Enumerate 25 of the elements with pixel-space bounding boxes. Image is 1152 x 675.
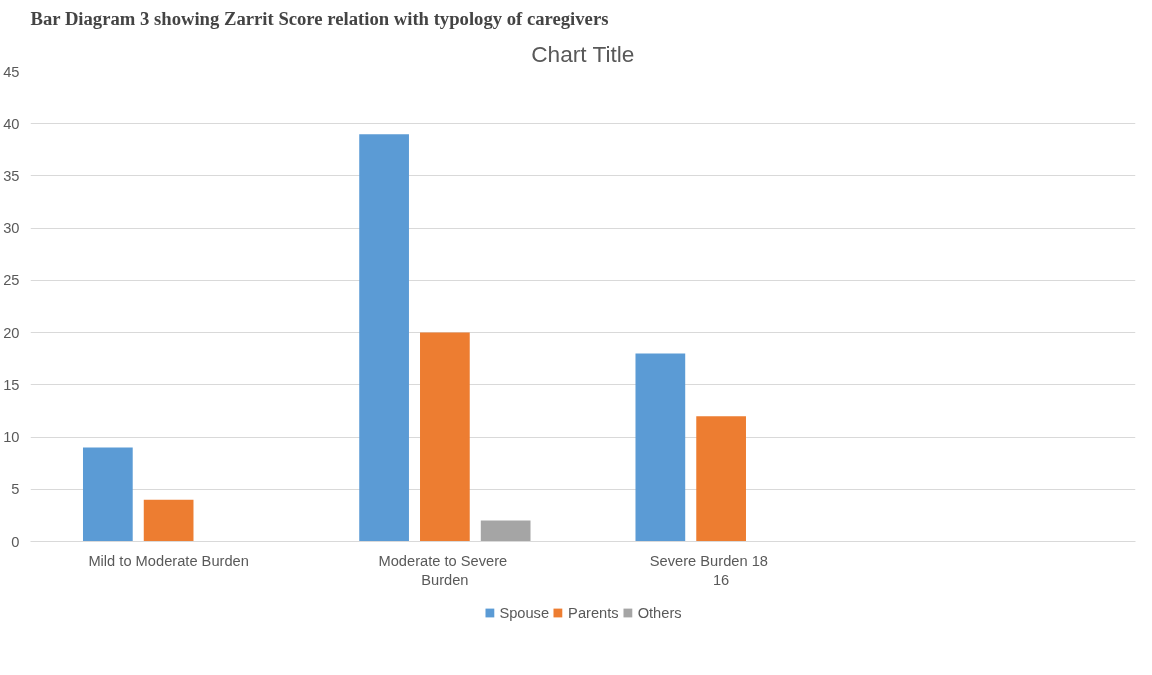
bar	[635, 353, 686, 542]
y-tick-label: 25	[3, 272, 20, 289]
y-tick-label: 30	[3, 220, 20, 237]
y-tick-label: 45	[3, 63, 20, 80]
bar	[359, 134, 409, 542]
legend-label: Parents	[568, 604, 619, 621]
chart-title: Chart Title	[531, 40, 635, 67]
x-tick-label: Severe Burden 18 16	[649, 552, 768, 588]
bar	[82, 447, 133, 542]
bar	[143, 499, 194, 542]
y-tick-label: 15	[3, 376, 20, 393]
y-tick-label: 35	[3, 167, 20, 184]
y-tick-label: 20	[3, 324, 20, 341]
text: Bar Diagram 3 showing Zarrit Score relation with typology of caregivers	[30, 7, 609, 29]
bar	[420, 332, 470, 542]
legend-label: Others	[637, 604, 682, 621]
y-tick-label: 10	[3, 429, 20, 446]
y-tick-label: 0	[11, 533, 20, 550]
x-tick-label: Moderate to Severe Burden	[378, 552, 508, 588]
y-tick-label: 40	[3, 115, 20, 132]
legend-label: Spouse	[499, 604, 550, 621]
y-tick-label: 5	[11, 481, 20, 498]
bar	[696, 416, 746, 542]
bar	[480, 520, 531, 542]
x-tick-label: Mild to Moderate Burden	[88, 552, 249, 569]
